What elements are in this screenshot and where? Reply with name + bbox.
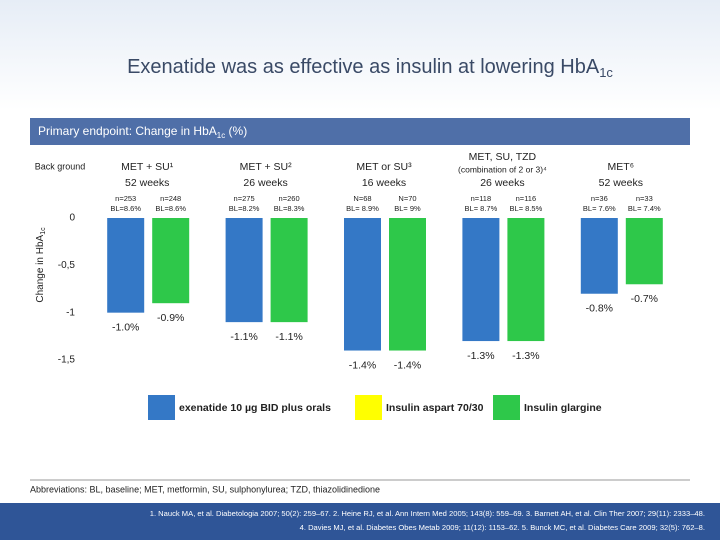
legend-swatch [148, 395, 175, 420]
value-label: -1.0% [112, 321, 139, 333]
duration-label: 52 weeks [125, 177, 169, 189]
n-label: n=116 [516, 194, 537, 203]
baseline-label: BL= 7.4% [628, 204, 661, 213]
bar [107, 218, 145, 313]
legend-label: Insulin aspart 70/30 [386, 402, 484, 414]
header-text: Primary endpoint: Change in HbA [38, 124, 217, 138]
title-text: Exenatide was as effective as insulin at… [127, 56, 600, 78]
bar [389, 218, 426, 351]
value-label: -0.8% [586, 303, 613, 315]
background [0, 0, 720, 110]
category-label: MET or SU³ [356, 161, 412, 173]
category-label: MET + SU¹ [121, 161, 174, 173]
n-label: n=248 [160, 194, 181, 203]
y-axis-label: Change in HbA1c [35, 227, 47, 303]
y-tick-label: -1 [66, 307, 75, 318]
header-bar [30, 118, 690, 145]
n-label: n=253 [115, 194, 136, 203]
reference: 1. Nauck MA, et al. Diabetologia 2007; 5… [150, 509, 705, 518]
footer-bar [0, 503, 720, 540]
bar [344, 218, 381, 351]
value-label: -1.3% [512, 350, 539, 362]
category-label: MET⁶ [608, 161, 635, 173]
baseline-label: BL= 8.7% [465, 204, 498, 213]
baseline-label: BL= 9% [394, 204, 421, 213]
n-label: n=36 [591, 194, 608, 203]
n-label: N=70 [398, 194, 416, 203]
category-note: (combination of 2 or 3)⁴ [458, 164, 547, 174]
title: Exenatide was as effective as insulin at… [127, 56, 613, 80]
bar [270, 218, 308, 323]
n-label: N=68 [353, 194, 371, 203]
header: Primary endpoint: Change in HbA1c (%) [38, 124, 247, 140]
legend-swatch [355, 395, 382, 420]
bar [152, 218, 190, 304]
value-label: -0.7% [631, 293, 658, 305]
y-tick-label: -0,5 [58, 260, 76, 271]
category-label: MET + SU² [240, 161, 293, 173]
duration-label: 16 weeks [362, 177, 406, 189]
bar [225, 218, 263, 323]
baseline-label: BL=8.6% [110, 204, 141, 213]
header-sub: 1c [217, 131, 225, 140]
value-label: -1.1% [230, 331, 257, 343]
duration-label: 52 weeks [599, 177, 643, 189]
title-sub: 1c [599, 65, 613, 80]
n-label: n=118 [471, 194, 492, 203]
value-label: -1.4% [394, 359, 421, 371]
background-label: Back ground [35, 161, 86, 171]
n-label: n=33 [636, 194, 653, 203]
abbreviations: Abbreviations: BL, baseline; MET, metfor… [30, 484, 380, 494]
duration-label: 26 weeks [243, 177, 287, 189]
legend-swatch [493, 395, 520, 420]
legend-label: Insulin glargine [524, 402, 602, 414]
value-label: -1.4% [349, 359, 376, 371]
baseline-label: BL= 8.5% [510, 204, 543, 213]
value-label: -1.1% [275, 331, 302, 343]
y-tick-label: 0 [69, 213, 75, 224]
y-axis-label-text: Change in HbA [35, 234, 46, 302]
bar [462, 218, 500, 342]
category-label: MET, SU, TZD [469, 151, 537, 163]
n-label: n=260 [279, 194, 300, 203]
bar [507, 218, 545, 342]
baseline-label: BL=8.3% [274, 204, 305, 213]
baseline-label: BL= 8.9% [346, 204, 379, 213]
duration-label: 26 weeks [480, 177, 524, 189]
bar [580, 218, 618, 294]
bar [625, 218, 663, 285]
y-tick-label: -1,5 [58, 355, 76, 366]
reference: 4. Davies MJ, et al. Diabetes Obes Metab… [300, 523, 705, 532]
legend-label: exenatide 10 µg BID plus orals [179, 402, 331, 414]
baseline-label: BL= 7.6% [583, 204, 616, 213]
n-label: n=275 [234, 194, 255, 203]
header-tail: (%) [225, 124, 247, 138]
baseline-label: BL=8.6% [155, 204, 186, 213]
baseline-label: BL=8.2% [229, 204, 260, 213]
value-label: -1.3% [467, 350, 494, 362]
value-label: -0.9% [157, 312, 184, 324]
y-axis-label-sub: 1c [40, 227, 47, 235]
